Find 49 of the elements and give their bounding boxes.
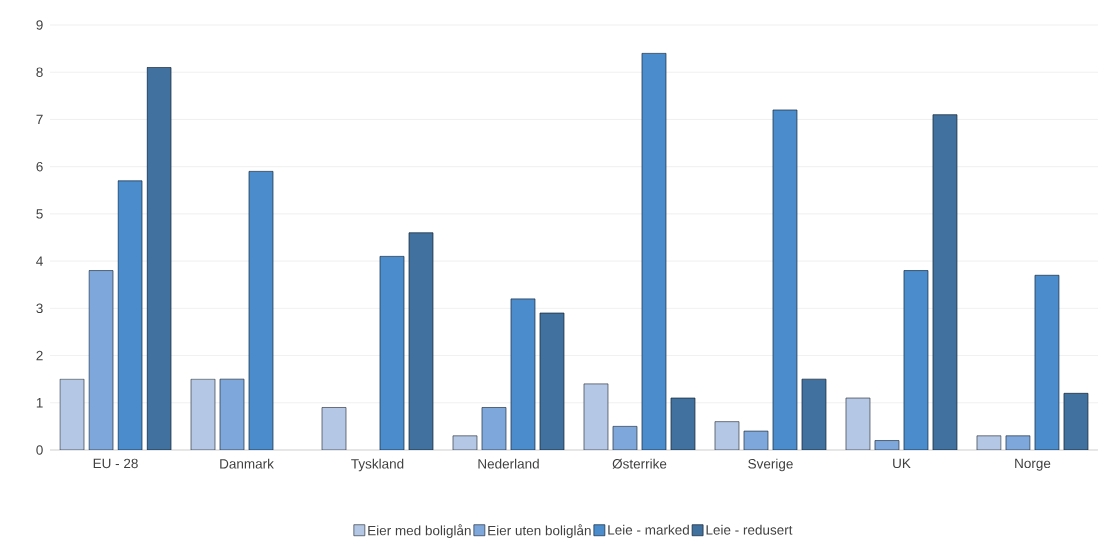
bar bbox=[874, 440, 900, 450]
bar bbox=[743, 430, 769, 450]
x-tick-label: Sverige bbox=[748, 458, 793, 472]
legend-label: Eier med boliglån bbox=[368, 524, 471, 538]
bar bbox=[219, 378, 245, 450]
bar bbox=[408, 232, 434, 450]
y-tick-label: 3 bbox=[36, 303, 43, 314]
x-tick-label: UK bbox=[893, 458, 911, 469]
y-tick-label: 6 bbox=[36, 161, 43, 172]
y-tick-label: 4 bbox=[36, 256, 43, 266]
y-tick-label: 0 bbox=[36, 445, 43, 455]
x-tick-label: Nederland bbox=[478, 458, 539, 469]
bar bbox=[976, 435, 1002, 450]
legend-label: Eier uten boliglån bbox=[488, 524, 591, 538]
bar bbox=[481, 407, 507, 450]
bar bbox=[903, 270, 929, 450]
bar bbox=[1005, 435, 1031, 450]
bar bbox=[845, 397, 871, 450]
y-tick-label: 5 bbox=[36, 209, 43, 219]
bar bbox=[146, 67, 172, 450]
bar bbox=[612, 426, 638, 450]
bar bbox=[88, 270, 114, 450]
legend-label: Leie - redusert bbox=[706, 524, 793, 535]
bar bbox=[714, 421, 740, 450]
bar bbox=[117, 180, 143, 450]
bar bbox=[641, 52, 667, 450]
bar bbox=[190, 378, 216, 450]
bar bbox=[452, 435, 478, 450]
x-tick-label: Danmark bbox=[220, 458, 274, 469]
y-tick-label: 9 bbox=[36, 20, 43, 30]
bar bbox=[1034, 274, 1060, 450]
bar bbox=[772, 109, 798, 450]
y-tick-label: 2 bbox=[36, 350, 43, 361]
bar bbox=[932, 114, 958, 450]
bar bbox=[583, 383, 609, 450]
x-tick-label: EU - 28 bbox=[93, 458, 138, 469]
bar bbox=[510, 298, 536, 450]
bar bbox=[248, 171, 274, 450]
x-tick-label: Østerrike bbox=[612, 458, 667, 469]
y-tick-label: 7 bbox=[36, 114, 43, 125]
legend-label: Leie - marked bbox=[608, 524, 689, 535]
y-tick-label: 1 bbox=[36, 398, 43, 408]
bar bbox=[539, 312, 565, 450]
x-tick-label: Norge bbox=[1015, 458, 1051, 471]
x-tick-label: Tyskland bbox=[351, 458, 404, 472]
bar bbox=[379, 256, 405, 450]
bar bbox=[321, 407, 347, 450]
bar bbox=[59, 378, 85, 450]
y-tick-label: 8 bbox=[36, 67, 43, 77]
